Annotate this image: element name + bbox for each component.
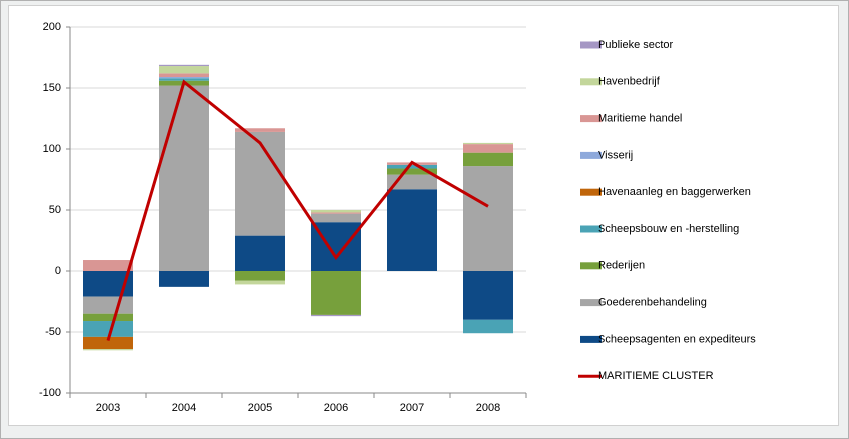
- bar-segment: [235, 280, 285, 285]
- legend-label: Havenaanleg en baggerwerken: [598, 186, 751, 198]
- bar-segment: [159, 78, 209, 81]
- bar-segment: [463, 319, 513, 334]
- legend-label: Scheepsbouw en -herstelling: [598, 223, 739, 235]
- bar-segment: [83, 260, 133, 271]
- x-tick-label: 2004: [172, 402, 196, 414]
- legend-marker: [580, 335, 602, 343]
- bar-segment: [463, 142, 513, 145]
- bar-segment: [311, 212, 361, 214]
- legend-label: Publieke sector: [598, 39, 674, 51]
- y-tick-label: 100: [43, 143, 61, 155]
- legend-marker: [580, 41, 602, 49]
- bar-segment: [311, 271, 361, 315]
- bar-segment: [159, 64, 209, 67]
- bar-segment: [83, 336, 133, 350]
- bar-segment: [387, 164, 437, 169]
- bar-segment: [83, 321, 133, 337]
- y-tick-label: -50: [45, 326, 61, 338]
- legend-marker: [580, 299, 602, 307]
- x-tick-label: 2005: [248, 402, 272, 414]
- y-tick-label: 0: [55, 265, 61, 277]
- x-tick-label: 2003: [96, 402, 120, 414]
- line: [106, 79, 489, 341]
- y-tick-label: 200: [43, 21, 61, 33]
- bar-segment: [159, 271, 209, 287]
- legend-marker: [580, 188, 602, 196]
- bar-segment: [235, 131, 285, 236]
- x-tick-label: 2008: [476, 402, 500, 414]
- bar-segment: [159, 66, 209, 74]
- legend-label: Scheepsagenten en expediteurs: [598, 333, 756, 345]
- x-tick-label: 2006: [324, 402, 348, 414]
- bar-segment: [83, 296, 133, 314]
- bar-segment: [463, 166, 513, 271]
- legend-label: Visserij: [598, 149, 633, 161]
- legend-marker: [580, 151, 602, 159]
- legend-label: Havenbedrijf: [598, 76, 661, 88]
- bar-segment: [159, 77, 209, 79]
- bar-segment: [83, 349, 133, 351]
- legend-marker: [580, 115, 602, 123]
- legend-marker: [580, 78, 602, 86]
- bar-segment: [463, 144, 513, 153]
- bar-segment: [463, 271, 513, 320]
- legend-label: MARITIEME CLUSTER: [598, 370, 714, 382]
- bar-segment: [235, 271, 285, 281]
- bar-segment: [311, 314, 361, 317]
- legend-marker: [580, 225, 602, 233]
- bar-segment: [387, 189, 437, 271]
- legend-label: Goederenbehandeling: [598, 297, 707, 309]
- bar-segment: [83, 313, 133, 322]
- bar-segment: [235, 235, 285, 271]
- bar-segment: [463, 152, 513, 167]
- bar-segment: [311, 213, 361, 223]
- bar-segment: [311, 210, 361, 213]
- x-tick-label: 2007: [400, 402, 424, 414]
- y-tick-label: 50: [49, 204, 61, 216]
- legend-label: Rederijen: [598, 260, 645, 272]
- bar-segment: [159, 85, 209, 271]
- bar-segment: [235, 128, 285, 132]
- bar-segment: [159, 73, 209, 78]
- legend-marker: [580, 262, 602, 270]
- y-tick-label: -100: [39, 387, 61, 399]
- bar-segment: [387, 168, 437, 175]
- legend-label: Maritieme handel: [598, 113, 682, 125]
- y-tick-label: 150: [43, 82, 61, 94]
